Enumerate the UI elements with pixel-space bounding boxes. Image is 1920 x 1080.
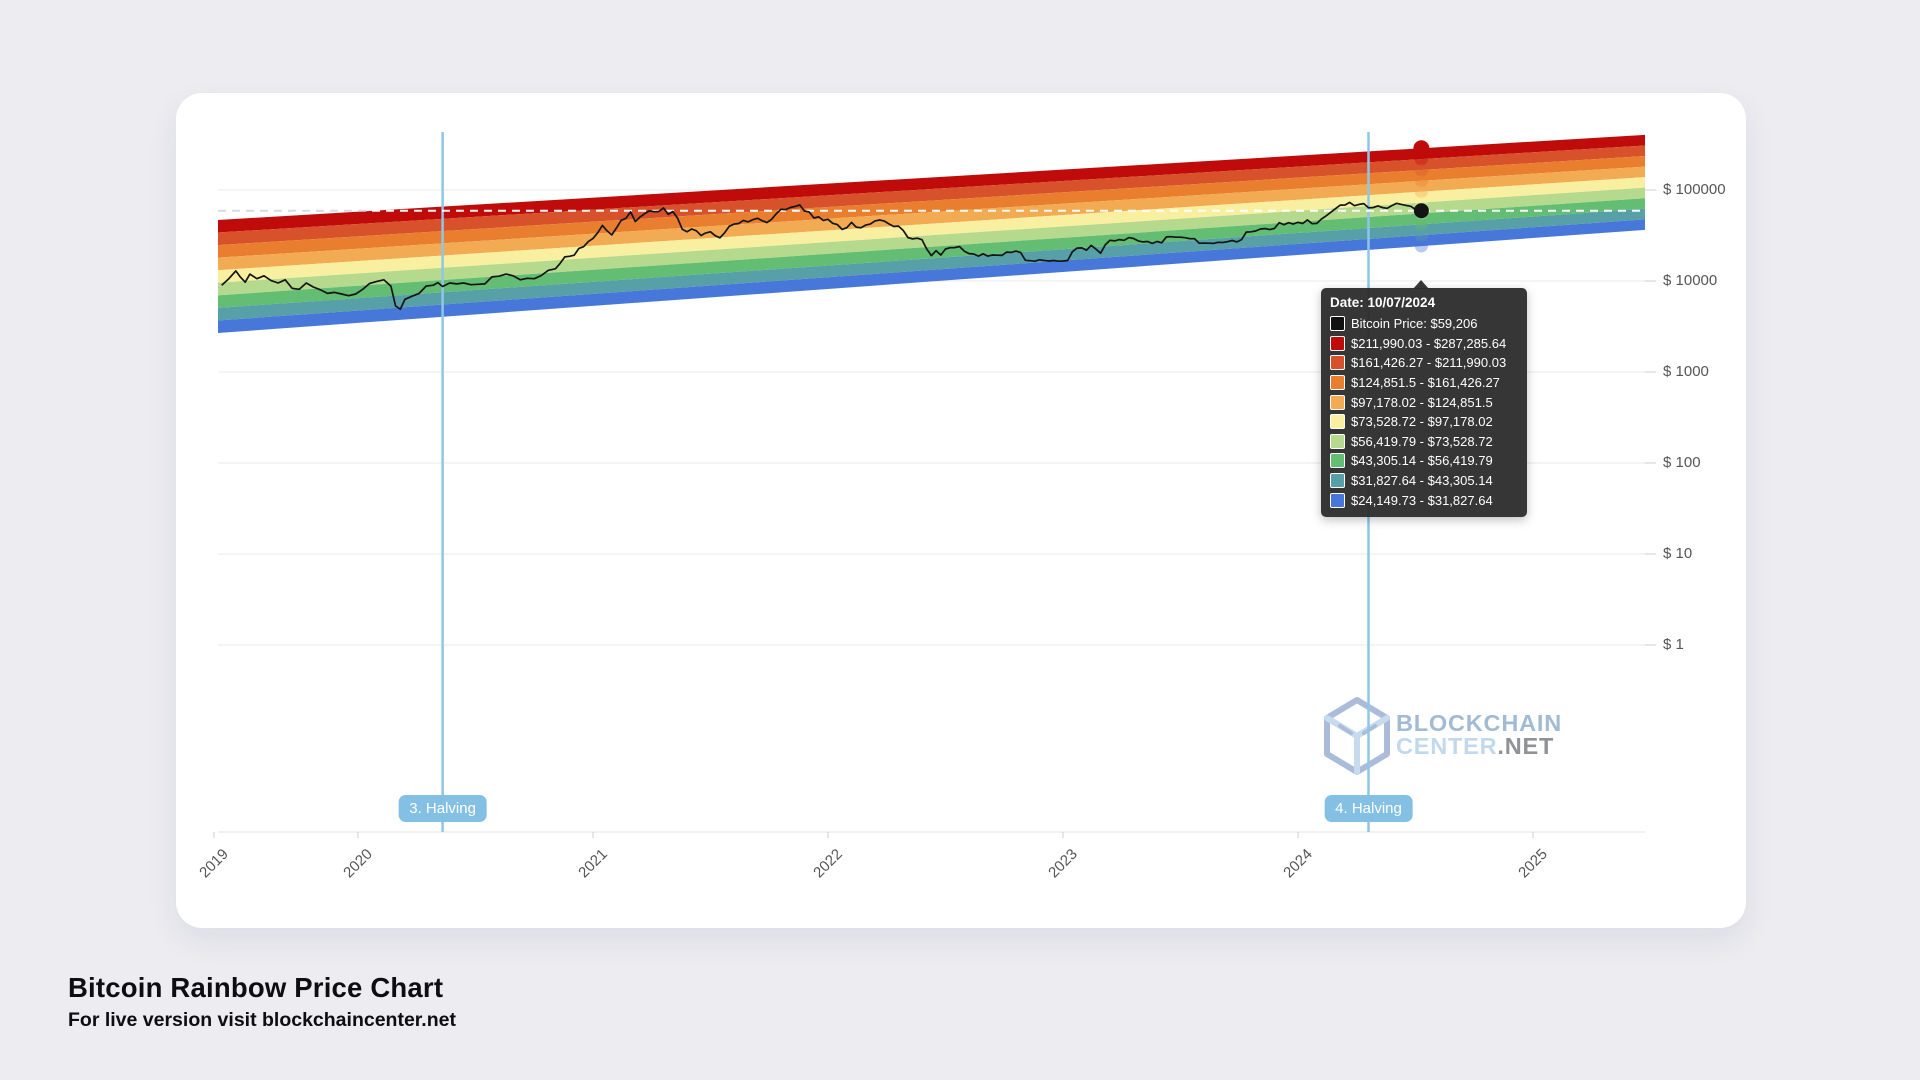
tooltip-row-label: $97,178.02 - $124,851.5 [1351, 394, 1493, 410]
band-dot-8 [1414, 228, 1428, 242]
tooltip-rows: Bitcoin Price: $59,206 $211,990.03 - $287… [1330, 314, 1518, 510]
caption: Bitcoin Rainbow Price Chart For live ver… [68, 972, 456, 1032]
tooltip-swatch [1330, 414, 1345, 430]
tooltip-row-label: $161,426.27 - $211,990.03 [1351, 355, 1507, 371]
y-axis-label-1000: $ 1000 [1663, 363, 1709, 380]
tooltip-row: $211,990.03 - $287,285.64 [1330, 334, 1518, 354]
rainbow-band-2 [218, 156, 1645, 258]
rainbow-band-3 [218, 166, 1645, 271]
tooltip-row: $56,419.79 - $73,528.72 [1330, 432, 1518, 452]
band-dot-1 [1414, 152, 1428, 166]
y-axis-label-1: $ 1 [1663, 636, 1684, 653]
top-band-dot [1413, 140, 1430, 157]
tooltip-swatch [1330, 433, 1345, 449]
tooltip-swatch [1330, 453, 1345, 469]
tooltip-swatch [1330, 316, 1345, 332]
bitcoin-price-line [221, 201, 1422, 311]
halving-3-label: 3. Halving [398, 795, 487, 822]
tooltip-row: Bitcoin Price: $59,206 [1330, 314, 1518, 334]
rainbow-band-5 [218, 187, 1645, 296]
price-tooltip: Date: 10/07/2024 Bitcoin Price: $59,206 $… [1321, 280, 1527, 517]
band-dot-9 [1414, 239, 1428, 253]
tooltip-row-label: $31,827.64 - $43,305.14 [1351, 473, 1493, 489]
rainbow-bands [218, 134, 1645, 333]
y-axis-label-10000: $ 10000 [1663, 272, 1718, 289]
tooltip-row-label: $211,990.03 - $287,285.64 [1351, 335, 1507, 351]
tooltip-swatch [1330, 394, 1345, 410]
current-price-dot [1413, 203, 1429, 219]
cube-outline [1324, 697, 1390, 775]
rainbow-band-0 [218, 134, 1645, 233]
cube-edges [1324, 715, 1390, 775]
rainbow-band-4 [218, 177, 1645, 283]
tooltip-date: Date: 10/07/2024 [1330, 295, 1436, 310]
tooltip-row-label: $124,851.5 - $161,426.27 [1351, 375, 1500, 391]
logo-line2: CENTER [1396, 733, 1498, 759]
tooltip-swatch [1330, 492, 1345, 508]
tooltip-row: $161,426.27 - $211,990.03 [1330, 353, 1518, 373]
tooltip-row: $43,305.14 - $56,419.79 [1330, 451, 1518, 471]
tooltip-row: $73,528.72 - $97,178.02 [1330, 412, 1518, 432]
band-dot-2 [1414, 163, 1428, 177]
blockchaincenter-logo: BLOCKCHAIN CENTER.NET [1396, 710, 1562, 759]
y-axis-label-100000: $ 100000 [1663, 181, 1726, 198]
tooltip-row-label: $43,305.14 - $56,419.79 [1351, 453, 1493, 469]
logo-line1: BLOCKCHAIN [1396, 710, 1562, 736]
logo-suffix: .NET [1497, 733, 1555, 759]
rainbow-band-7 [218, 208, 1645, 321]
tooltip-swatch [1330, 375, 1345, 391]
blockchain-cube-icon [1324, 697, 1390, 775]
tooltip-arrow-icon [1413, 280, 1430, 289]
rainbow-band-1 [218, 145, 1645, 246]
tooltip-row-label: $73,528.72 - $97,178.02 [1351, 414, 1493, 430]
tooltip-row: $31,827.64 - $43,305.14 [1330, 471, 1518, 491]
y-axis-label-100: $ 100 [1663, 454, 1701, 471]
tooltip-swatch [1330, 355, 1345, 371]
page-title: Bitcoin Rainbow Price Chart [68, 972, 444, 1003]
tooltip-swatch [1330, 473, 1345, 489]
band-dot-4 [1414, 185, 1428, 199]
y-axis-label-10: $ 10 [1663, 545, 1693, 562]
band-dot-3 [1414, 174, 1428, 188]
rainbow-band-8 [218, 219, 1645, 333]
halving-4-label: 4. Halving [1324, 795, 1413, 822]
tooltip-row-label: $24,149.73 - $31,827.64 [1351, 492, 1493, 508]
tooltip-row: $97,178.02 - $124,851.5 [1330, 392, 1518, 412]
tooltip-row-label: $56,419.79 - $73,528.72 [1351, 433, 1493, 449]
band-dot-7 [1414, 217, 1428, 231]
tooltip-row: $124,851.5 - $161,426.27 [1330, 373, 1518, 393]
tooltip-row-label: Bitcoin Price: $59,206 [1351, 316, 1478, 332]
tooltip-row: $24,149.73 - $31,827.64 [1330, 490, 1518, 510]
tooltip-swatch [1330, 335, 1345, 351]
rainbow-band-6 [218, 198, 1645, 308]
page-subtitle: For live version visit blockchaincenter.… [68, 1009, 456, 1031]
